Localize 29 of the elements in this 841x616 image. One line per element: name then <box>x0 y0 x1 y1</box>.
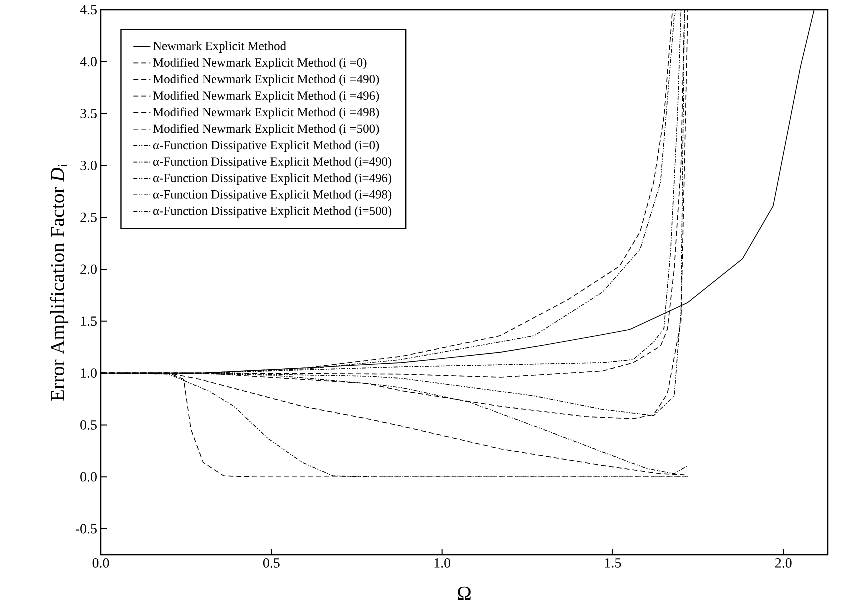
legend-label: Modified Newmark Explicit Method (i =490) <box>153 74 380 86</box>
x-tick-label: 0.5 <box>263 558 280 568</box>
y-tick-label: 1.5 <box>81 316 97 326</box>
x-axis-title: Ω <box>458 586 471 600</box>
legend-label: Newmark Explicit Method <box>153 42 286 53</box>
x-tick-label: 2.0 <box>776 558 792 568</box>
y-tick-label: 2.5 <box>80 212 97 222</box>
y-tick-label: 2.0 <box>80 264 97 274</box>
y-tick-label: 4.0 <box>80 57 97 67</box>
y-tick-label: 3.5 <box>80 109 97 119</box>
y-axis-title: Error Amplification Factor D$_{i}$ <box>50 164 69 402</box>
legend-label: α-Function Dissipative Explicit Method (i=496) <box>153 174 392 185</box>
x-tick-label: 1.0 <box>434 558 451 568</box>
y-tick-label: 0.5 <box>80 420 97 430</box>
y-tick-label: 1.0 <box>81 368 97 378</box>
legend-label: α-Function Dissipative Explicit Method (i=498) <box>153 190 392 202</box>
y-tick-label: -0.5 <box>76 524 97 534</box>
legend-label: Modified Newmark Explicit Method (i =498) <box>153 108 380 120</box>
y-tick-label: 4.5 <box>80 5 97 15</box>
y-tick-label: 3.0 <box>80 160 97 170</box>
legend-label: Modified Newmark Explicit Method (i =500) <box>153 124 380 136</box>
y-tick-label: 0.0 <box>80 472 97 482</box>
x-tick-label: 1.5 <box>605 558 622 568</box>
legend-label: α-Function Dissipative Explicit Method (i=500) <box>153 206 392 218</box>
legend-label: α-Function Dissipative Explicit Method (i=0) <box>153 140 380 152</box>
legend-label: Modified Newmark Explicit Method (i =496) <box>153 91 380 103</box>
legend-label: α-Function Dissipative Explicit Method (i=490) <box>153 157 392 169</box>
x-tick-label: 0.0 <box>92 558 110 568</box>
legend-label: Modified Newmark Explicit Method (i =0) <box>153 58 367 70</box>
